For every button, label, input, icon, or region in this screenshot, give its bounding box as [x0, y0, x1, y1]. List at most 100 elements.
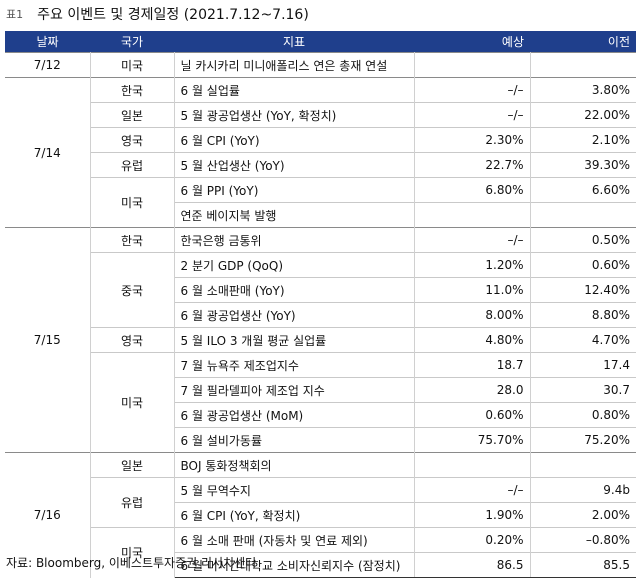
header-previous: 이전	[530, 31, 636, 53]
previous-cell: 9.4b	[530, 477, 636, 503]
country-cell: 중국	[90, 252, 175, 328]
table-row: 6 월 소매판매 (YoY) 11.0% 12.40%	[5, 277, 636, 303]
expected-cell: –/–	[414, 477, 531, 503]
expected-cell: –/–	[414, 77, 531, 103]
expected-cell	[414, 202, 531, 228]
expected-cell: 11.0%	[414, 277, 531, 303]
country-cell: 일본	[90, 102, 175, 128]
expected-cell: 1.20%	[414, 252, 531, 278]
expected-cell: 75.70%	[414, 427, 531, 453]
indicator-cell: 5 월 ILO 3 개월 평균 실업률	[174, 327, 415, 353]
previous-cell: 85.5	[530, 552, 636, 578]
table-row: 유럽 5 월 산업생산 (YoY) 22.7% 39.30%	[5, 152, 636, 178]
table-row: 유럽 5 월 무역수지 –/– 9.4b	[5, 477, 636, 528]
indicator-cell: 6 월 설비가동률	[174, 427, 415, 453]
indicator-cell: 한국은행 금통위	[174, 227, 415, 253]
date-cell: 7/12	[5, 52, 91, 78]
country-cell: 한국	[90, 227, 175, 253]
country-cell: 미국	[90, 352, 175, 453]
events-table: 날짜 국가 지표 예상 이전 7/12 미국 닐 카시카리 미니애폴리스 연은 …	[5, 31, 636, 578]
table-row: 일본 5 월 광공업생산 (YoY, 확정치) –/– 22.00%	[5, 102, 636, 128]
previous-cell: 0.60%	[530, 252, 636, 278]
previous-cell: 75.20%	[530, 427, 636, 453]
expected-cell: 0.20%	[414, 527, 531, 553]
country-cell: 미국	[90, 177, 175, 228]
country-cell: 미국	[90, 527, 175, 578]
expected-cell: 6.80%	[414, 177, 531, 203]
previous-cell: 3.80%	[530, 77, 636, 103]
previous-cell: 12.40%	[530, 277, 636, 303]
table-title-text: 주요 이벤트 및 경제일정 (2021.7.12~7.16)	[37, 7, 309, 23]
table-row: 미국 6 월 소매 판매 (자동차 및 연료 제외) 0.20% –0.80%	[5, 527, 636, 578]
table-row: 7/14 한국 6 월 실업률 –/– 3.80%	[5, 77, 636, 228]
expected-cell: 2.30%	[414, 127, 531, 153]
indicator-cell: 7 월 뉴욕주 제조업지수	[174, 352, 415, 378]
table-row: 연준 베이지북 발행	[5, 202, 636, 228]
expected-cell: 1.90%	[414, 502, 531, 528]
country-cell: 영국	[90, 327, 175, 353]
indicator-cell: 5 월 산업생산 (YoY)	[174, 152, 415, 178]
previous-cell: 22.00%	[530, 102, 636, 128]
previous-cell: 2.10%	[530, 127, 636, 153]
date-cell: 7/14	[5, 77, 91, 228]
expected-cell: 0.60%	[414, 402, 531, 428]
country-cell: 미국	[90, 52, 175, 78]
indicator-cell: 6 월 소매 판매 (자동차 및 연료 제외)	[174, 527, 415, 553]
previous-cell: 6.60%	[530, 177, 636, 203]
table-row: 7 월 필라델피아 제조업 지수 28.0 30.7	[5, 377, 636, 403]
expected-cell: 8.00%	[414, 302, 531, 328]
indicator-cell: 6 월 CPI (YoY)	[174, 127, 415, 153]
indicator-cell: 6 월 광공업생산 (YoY)	[174, 302, 415, 328]
previous-cell: 2.00%	[530, 502, 636, 528]
table-title: 표1 주요 이벤트 및 경제일정 (2021.7.12~7.16)	[6, 4, 309, 24]
expected-cell: 22.7%	[414, 152, 531, 178]
previous-cell: 0.80%	[530, 402, 636, 428]
table-row: 7/15 한국 한국은행 금통위 –/– 0.50%	[5, 227, 636, 453]
table-row: 영국 6 월 CPI (YoY) 2.30% 2.10%	[5, 127, 636, 153]
indicator-cell: 6 월 소매판매 (YoY)	[174, 277, 415, 303]
expected-cell: 28.0	[414, 377, 531, 403]
previous-cell: 17.4	[530, 352, 636, 378]
indicator-cell: 6 월 CPI (YoY, 확정치)	[174, 502, 415, 528]
previous-cell: –0.80%	[530, 527, 636, 553]
previous-cell: 0.50%	[530, 227, 636, 253]
table-number: 표1	[6, 8, 24, 21]
expected-cell: –/–	[414, 227, 531, 253]
table-row: 6 월 광공업생산 (YoY) 8.00% 8.80%	[5, 302, 636, 328]
table-row: 6 월 광공업생산 (MoM) 0.60% 0.80%	[5, 402, 636, 428]
expected-cell	[414, 452, 531, 478]
table-row: 중국 2 분기 GDP (QoQ) 1.20% 0.60%	[5, 252, 636, 328]
table-row: 미국 7 월 뉴욕주 제조업지수 18.7 17.4	[5, 352, 636, 453]
expected-cell: 4.80%	[414, 327, 531, 353]
header-indicator: 지표	[174, 31, 414, 53]
previous-cell: 30.7	[530, 377, 636, 403]
expected-cell: –/–	[414, 102, 531, 128]
table-row: 6 월 CPI (YoY, 확정치) 1.90% 2.00%	[5, 502, 636, 528]
date-cell: 7/16	[5, 452, 91, 578]
indicator-cell: 7 월 필라델피아 제조업 지수	[174, 377, 415, 403]
indicator-cell: 6 월 실업률	[174, 77, 415, 103]
expected-cell	[414, 52, 531, 78]
indicator-cell: 닐 카시카리 미니애폴리스 연은 총재 연설	[174, 52, 415, 78]
previous-cell	[530, 452, 636, 478]
country-cell: 한국	[90, 77, 175, 103]
indicator-cell: 6 월 광공업생산 (MoM)	[174, 402, 415, 428]
previous-cell	[530, 202, 636, 228]
header-date: 날짜	[5, 31, 90, 53]
header-country: 국가	[90, 31, 174, 53]
expected-cell: 18.7	[414, 352, 531, 378]
indicator-cell: 5 월 무역수지	[174, 477, 415, 503]
country-cell: 유럽	[90, 152, 175, 178]
table-row: 미국 6 월 PPI (YoY) 6.80% 6.60%	[5, 177, 636, 228]
previous-cell	[530, 52, 636, 78]
previous-cell: 4.70%	[530, 327, 636, 353]
table-row: 7/16 일본 BOJ 통화정책회의	[5, 452, 636, 578]
indicator-cell: 6 월 미시간대학교 소비자신뢰지수 (잠정치)	[174, 552, 415, 578]
expected-cell: 86.5	[414, 552, 531, 578]
table-row: 6 월 설비가동률 75.70% 75.20%	[5, 427, 636, 453]
indicator-cell: 연준 베이지북 발행	[174, 202, 415, 228]
indicator-cell: 5 월 광공업생산 (YoY, 확정치)	[174, 102, 415, 128]
header-expected: 예상	[414, 31, 530, 53]
country-cell: 일본	[90, 452, 175, 478]
